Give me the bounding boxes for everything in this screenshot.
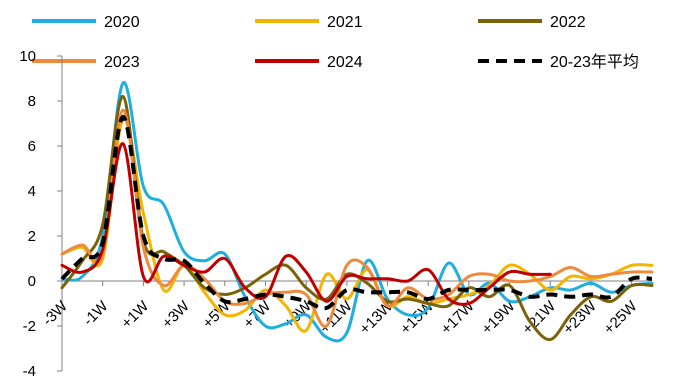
x-tick-label: +25W [600, 297, 641, 338]
legend-item-2020: 2020 [32, 14, 140, 31]
y-tick-label: 10 [19, 48, 36, 65]
series-line-2020 [60, 81, 654, 343]
legend-label: 2023 [104, 54, 140, 71]
legend-item-2024: 2024 [255, 54, 363, 71]
y-tick-label: 6 [28, 138, 36, 155]
legend-item-20-23: 20-23年平均 [478, 53, 639, 71]
legend-label: 2021 [327, 14, 363, 31]
series-layer [60, 81, 654, 343]
y-tick-label: -2 [23, 318, 36, 335]
x-tick-label: +3W [159, 297, 194, 332]
legend-label: 2024 [327, 54, 363, 71]
series-line-2024 [60, 142, 552, 306]
y-tick-label: 8 [28, 93, 36, 110]
legend-item-2022: 2022 [478, 14, 586, 31]
legend-item-2023: 2023 [32, 54, 140, 71]
series-line-2022 [60, 94, 654, 342]
y-tick-label: -4 [23, 363, 36, 380]
legend-label: 20-23年平均 [550, 53, 639, 71]
y-tick-label: 2 [28, 228, 36, 245]
x-tick-label: -3W [39, 297, 71, 329]
series-line-20-23 [60, 114, 653, 311]
legend-item-2021: 2021 [255, 14, 363, 31]
x-tick-label: +1W [118, 297, 153, 332]
x-tick-label: +19W [478, 297, 519, 338]
legend-label: 2020 [104, 14, 140, 31]
series-line-2021 [60, 117, 654, 333]
chart-legend: 2020 2021 2022 2023 2024 20-23年平均 [32, 14, 639, 71]
y-tick-label: 0 [28, 273, 36, 290]
x-tick-label: -1W [80, 297, 112, 329]
legend-label: 2022 [550, 14, 586, 31]
y-tick-label: 4 [28, 183, 36, 200]
y-axis: -4 -2 0 2 4 6 8 10 [19, 48, 63, 380]
series-line-2023 [60, 108, 654, 328]
